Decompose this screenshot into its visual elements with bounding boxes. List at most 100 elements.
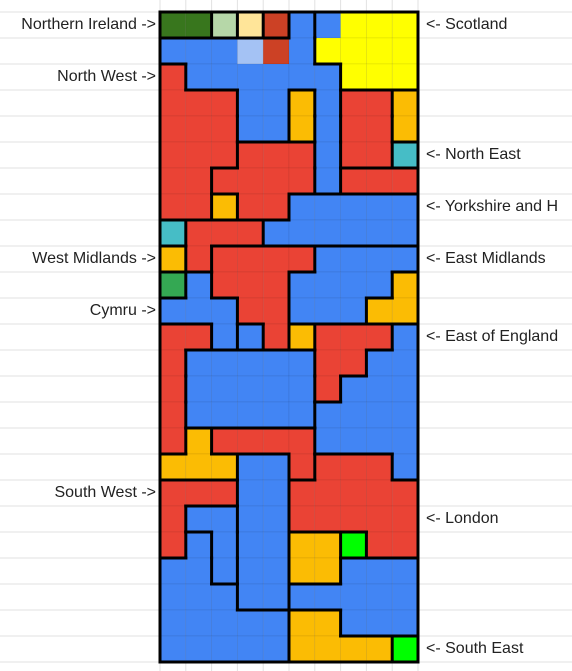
- grid-cell[interactable]: [211, 115, 238, 143]
- grid-cell[interactable]: [391, 557, 419, 585]
- grid-cell[interactable]: [366, 167, 393, 195]
- grid-cell[interactable]: [391, 89, 419, 117]
- grid-cell[interactable]: [391, 271, 419, 299]
- grid-cell[interactable]: [314, 635, 341, 663]
- grid-cell[interactable]: [340, 11, 367, 39]
- grid-cell[interactable]: [314, 115, 341, 143]
- grid-cell[interactable]: [237, 375, 264, 403]
- grid-cell[interactable]: [237, 323, 264, 351]
- grid-cell[interactable]: [237, 531, 264, 559]
- grid-cell[interactable]: [185, 297, 212, 325]
- grid-cell[interactable]: [340, 115, 367, 143]
- grid-cell[interactable]: [366, 531, 393, 559]
- grid-cell[interactable]: [366, 635, 393, 663]
- grid-cell[interactable]: [288, 323, 316, 351]
- grid-cell[interactable]: [391, 219, 419, 247]
- grid-cell[interactable]: [340, 583, 367, 611]
- grid-cell[interactable]: [211, 401, 238, 429]
- grid-cell[interactable]: [391, 505, 419, 533]
- grid-cell[interactable]: [340, 635, 367, 663]
- grid-cell[interactable]: [314, 609, 341, 637]
- grid-cell[interactable]: [185, 323, 212, 351]
- grid-cell[interactable]: [366, 323, 393, 351]
- grid-cell[interactable]: [340, 89, 367, 117]
- grid-cell[interactable]: [237, 349, 264, 377]
- grid-cell[interactable]: [340, 609, 367, 637]
- grid-cell[interactable]: [211, 557, 238, 585]
- grid-cell[interactable]: [340, 297, 367, 325]
- grid-cell[interactable]: [391, 63, 419, 91]
- grid-cell[interactable]: [159, 115, 187, 143]
- grid-cell[interactable]: [288, 11, 316, 39]
- grid-cell[interactable]: [159, 609, 187, 637]
- grid-cell[interactable]: [237, 427, 264, 455]
- grid-cell[interactable]: [391, 37, 419, 65]
- grid-cell[interactable]: [314, 349, 341, 377]
- grid-cell[interactable]: [262, 479, 290, 507]
- grid-cell[interactable]: [314, 505, 341, 533]
- grid-cell[interactable]: [314, 167, 341, 195]
- grid-cell[interactable]: [314, 37, 341, 65]
- grid-cell[interactable]: [288, 245, 316, 273]
- grid-cell[interactable]: [159, 557, 187, 585]
- grid-cell[interactable]: [262, 609, 290, 637]
- grid-cell[interactable]: [185, 245, 212, 273]
- grid-cell[interactable]: [185, 505, 212, 533]
- grid-cell[interactable]: [185, 349, 212, 377]
- grid-cell[interactable]: [314, 63, 341, 91]
- grid-cell[interactable]: [237, 219, 264, 247]
- grid-cell[interactable]: [159, 37, 187, 65]
- grid-cell[interactable]: [288, 271, 316, 299]
- grid-cell[interactable]: [314, 141, 341, 169]
- grid-cell[interactable]: [288, 349, 316, 377]
- grid-cell[interactable]: [391, 193, 419, 221]
- grid-cell[interactable]: [314, 323, 341, 351]
- grid-cell[interactable]: [314, 89, 341, 117]
- grid-cell[interactable]: [314, 271, 341, 299]
- grid-cell[interactable]: [391, 349, 419, 377]
- grid-cell[interactable]: [314, 453, 341, 481]
- grid-cell[interactable]: [288, 167, 316, 195]
- grid-cell[interactable]: [211, 427, 238, 455]
- grid-cell[interactable]: [262, 245, 290, 273]
- grid-cell[interactable]: [237, 401, 264, 429]
- grid-cell[interactable]: [211, 141, 238, 169]
- grid-cell[interactable]: [314, 193, 341, 221]
- grid-cell[interactable]: [262, 167, 290, 195]
- grid-cell[interactable]: [185, 271, 212, 299]
- grid-cell[interactable]: [366, 427, 393, 455]
- grid-cell[interactable]: [366, 115, 393, 143]
- grid-cell[interactable]: [288, 141, 316, 169]
- grid-cell[interactable]: [262, 115, 290, 143]
- grid-cell[interactable]: [159, 245, 187, 273]
- grid-cell[interactable]: [237, 505, 264, 533]
- grid-cell[interactable]: [211, 271, 238, 299]
- grid-cell[interactable]: [262, 323, 290, 351]
- grid-cell[interactable]: [288, 89, 316, 117]
- grid-cell[interactable]: [211, 323, 238, 351]
- grid-cell[interactable]: [288, 219, 316, 247]
- grid-cell[interactable]: [314, 427, 341, 455]
- grid-cell[interactable]: [237, 583, 264, 611]
- grid-cell[interactable]: [262, 375, 290, 403]
- grid-cell[interactable]: [340, 37, 367, 65]
- grid-cell[interactable]: [211, 219, 238, 247]
- grid-cell[interactable]: [237, 479, 264, 507]
- grid-cell[interactable]: [211, 583, 238, 611]
- grid-cell[interactable]: [237, 37, 264, 65]
- grid-cell[interactable]: [340, 349, 367, 377]
- grid-cell[interactable]: [185, 531, 212, 559]
- grid-cell[interactable]: [391, 141, 419, 169]
- grid-cell[interactable]: [211, 375, 238, 403]
- grid-cell[interactable]: [211, 453, 238, 481]
- grid-cell[interactable]: [211, 297, 238, 325]
- grid-cell[interactable]: [288, 635, 316, 663]
- grid-cell[interactable]: [391, 427, 419, 455]
- grid-cell[interactable]: [262, 635, 290, 663]
- grid-cell[interactable]: [340, 427, 367, 455]
- grid-cell[interactable]: [314, 297, 341, 325]
- grid-cell[interactable]: [159, 323, 187, 351]
- grid-cell[interactable]: [159, 427, 187, 455]
- grid-cell[interactable]: [340, 453, 367, 481]
- grid-cell[interactable]: [288, 115, 316, 143]
